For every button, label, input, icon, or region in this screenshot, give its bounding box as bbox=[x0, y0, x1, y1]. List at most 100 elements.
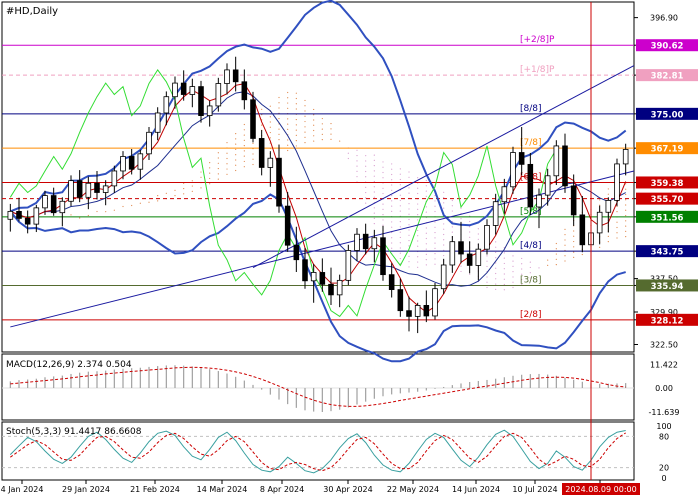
cloud-dot bbox=[521, 257, 523, 260]
cloud-dot bbox=[287, 91, 289, 94]
cloud-dot bbox=[495, 251, 497, 254]
cloud-dot bbox=[382, 192, 384, 195]
candle-body bbox=[397, 289, 404, 312]
cloud-dot bbox=[313, 129, 315, 132]
cloud-dot bbox=[607, 235, 609, 237]
cloud-dot bbox=[105, 211, 107, 213]
cloud-dot bbox=[486, 281, 488, 283]
cloud-dot bbox=[339, 140, 341, 142]
cloud-dot bbox=[521, 263, 523, 265]
cloud-dot bbox=[243, 139, 245, 141]
cloud-dot bbox=[434, 200, 436, 202]
candle-body bbox=[562, 145, 568, 187]
cloud-dot bbox=[434, 247, 436, 249]
cloud-dot bbox=[425, 227, 427, 229]
cloud-dot bbox=[391, 221, 393, 223]
level-price-tag-label: 335.94 bbox=[651, 282, 684, 292]
cloud-dot bbox=[183, 182, 185, 184]
candle-body bbox=[7, 210, 14, 220]
candle-body bbox=[284, 205, 291, 246]
candle-body bbox=[267, 157, 274, 168]
cloud-dot bbox=[356, 170, 358, 172]
cloud-dot bbox=[495, 267, 497, 269]
cloud-dot bbox=[408, 266, 410, 268]
cloud-dot bbox=[321, 133, 323, 135]
cloud-dot bbox=[495, 288, 497, 290]
cloud-dot bbox=[373, 165, 375, 167]
cloud-dot bbox=[209, 177, 211, 180]
cloud-dot bbox=[287, 149, 289, 152]
stoch-panel bbox=[2, 429, 634, 474]
cloud-dot bbox=[235, 148, 237, 151]
cloud-dot bbox=[243, 155, 245, 157]
cloud-dot bbox=[235, 154, 237, 156]
cloud-dot bbox=[417, 187, 419, 189]
cloud-dot bbox=[443, 196, 445, 199]
cloud-dot bbox=[425, 206, 427, 208]
time-tick-label: 8 Apr 2024 bbox=[260, 485, 304, 494]
cloud-dot bbox=[295, 134, 297, 136]
stoch-title: Stoch(5,3,3) 91.4417 86.6608 bbox=[6, 427, 142, 437]
cloud-dot bbox=[278, 96, 280, 99]
candle-body bbox=[518, 152, 525, 165]
cloud-dot bbox=[313, 124, 315, 126]
cloud-dot bbox=[321, 123, 323, 125]
cloud-dot bbox=[330, 133, 332, 135]
cloud-dot bbox=[191, 180, 193, 182]
cloud-dot bbox=[469, 220, 471, 223]
candle-body bbox=[111, 170, 118, 187]
cloud-dot bbox=[382, 203, 384, 205]
cloud-dot bbox=[399, 173, 401, 175]
level-label: [2/8] bbox=[520, 310, 542, 320]
cloud-dot bbox=[399, 210, 401, 212]
cloud-dot bbox=[269, 116, 271, 118]
cloud-dot bbox=[425, 264, 427, 266]
cloud-dot bbox=[252, 153, 254, 155]
cloud-dot bbox=[174, 194, 176, 197]
candle-body bbox=[475, 248, 482, 266]
cloud-dot bbox=[512, 260, 514, 262]
cloud-dot bbox=[512, 286, 514, 289]
cloud-dot bbox=[278, 107, 280, 109]
cloud-dot bbox=[555, 248, 557, 250]
candle-body bbox=[302, 259, 308, 282]
cloud-dot bbox=[304, 99, 306, 102]
cloud-dot bbox=[417, 245, 419, 247]
cloud-dot bbox=[495, 283, 497, 285]
time-tick-label: 22 May 2024 bbox=[387, 485, 439, 494]
cloud-dot bbox=[425, 232, 427, 234]
cloud-dot bbox=[417, 261, 419, 263]
candle-body bbox=[388, 274, 395, 290]
price-panel-frame bbox=[1, 1, 635, 353]
cloud-dot bbox=[365, 160, 367, 162]
macd-signal-line bbox=[10, 366, 626, 407]
time-tick-label: 4 Jan 2024 bbox=[1, 485, 44, 494]
stoch-main-line bbox=[9, 429, 626, 474]
candle-body bbox=[354, 233, 360, 251]
cloud-dot bbox=[391, 210, 393, 212]
cloud-dot bbox=[373, 191, 375, 193]
cloud-dot bbox=[174, 189, 176, 191]
cloud-dot bbox=[235, 169, 237, 172]
cloud-dot bbox=[391, 189, 393, 191]
cloud-dot bbox=[321, 117, 323, 120]
cloud-dot bbox=[434, 263, 436, 265]
cloud-dot bbox=[529, 266, 531, 269]
cloud-dot bbox=[295, 92, 297, 94]
cloud-dot bbox=[243, 123, 245, 126]
cloud-dot bbox=[365, 170, 367, 173]
cloud-dot bbox=[200, 176, 202, 178]
cloud-dot bbox=[564, 239, 566, 241]
candle-body bbox=[68, 180, 74, 202]
candle-body bbox=[146, 131, 152, 155]
cloud-dot bbox=[573, 240, 575, 243]
macd-title: MACD(12,26,9) 2.374 0.504 bbox=[6, 360, 132, 370]
cloud-dot bbox=[79, 217, 81, 219]
cloud-dot bbox=[521, 268, 523, 270]
cloud-dot bbox=[616, 237, 618, 239]
cloud-dot bbox=[451, 210, 453, 212]
cloud-dot bbox=[408, 229, 410, 231]
candle-body bbox=[596, 211, 603, 234]
